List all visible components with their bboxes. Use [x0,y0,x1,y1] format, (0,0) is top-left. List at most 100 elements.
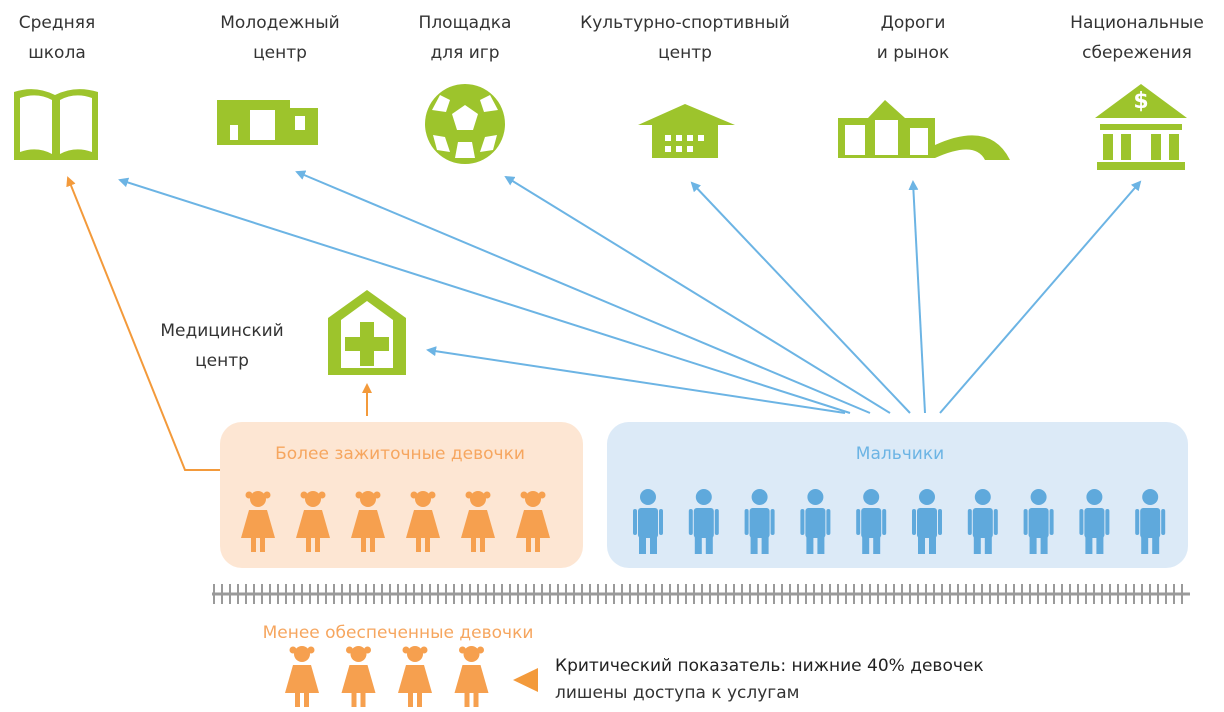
girl-icon [398,646,432,707]
leg [695,536,702,554]
leg [361,536,366,552]
head [351,646,367,662]
group-label: Мальчики [856,444,944,464]
leg [251,536,256,552]
service-label: Культурно-спортивный [580,13,790,33]
leg [762,536,769,554]
leg [526,536,531,552]
leg [471,536,476,552]
pigtail [466,492,473,499]
arm [994,509,998,535]
head [1031,489,1047,505]
body [694,508,714,538]
leg [929,536,936,554]
head [407,646,423,662]
girl-icon [342,646,376,707]
arm [856,509,860,535]
head [294,646,310,662]
arm [968,509,972,535]
leg [817,536,824,554]
leg [306,536,311,552]
body [1029,508,1049,538]
head [415,491,431,507]
leg [751,536,758,554]
pigtail [319,492,326,499]
service-label: Национальные [1070,13,1204,33]
pigtail [364,647,371,654]
service-label: центр [195,351,249,371]
head [640,489,656,505]
dress [342,665,376,693]
arm [771,509,775,535]
leg [806,536,813,554]
leg [974,536,981,554]
pigtail [521,492,528,499]
service-label: сбережения [1082,43,1192,63]
pigtail [374,492,381,499]
leg [873,536,880,554]
girl-icon [455,646,489,707]
pigtail [301,492,308,499]
arm [659,509,663,535]
head [696,489,712,505]
leg [706,536,713,554]
leg [985,536,992,554]
leg [315,536,320,552]
arm [1050,509,1054,535]
leg [639,536,646,554]
head [975,489,991,505]
svg-text:$: $ [1133,89,1148,114]
note-title: Критический показатель: нижние 40% девоч… [555,656,984,676]
pigtail [484,492,491,499]
head [525,491,541,507]
leg [1041,536,1048,554]
pigtail [346,647,353,654]
leg [352,691,357,707]
arm [1135,509,1139,535]
pigtail [477,647,484,654]
service-label: Медицинский [160,321,283,341]
pigtail [356,492,363,499]
service-label: школа [28,43,86,63]
group-label: Более зажиточные девочки [275,444,525,464]
pigtail [403,647,410,654]
leg [361,691,366,707]
dress [285,665,319,693]
body [805,508,825,538]
head [305,491,321,507]
arm [800,509,804,535]
group-label: Менее обеспеченные девочки [263,623,534,643]
leg [408,691,413,707]
leg [1030,536,1037,554]
leg [465,691,470,707]
pointer [513,668,538,692]
head [807,489,823,505]
arm [1079,509,1083,535]
railway [212,584,1190,604]
leg [1096,536,1103,554]
arm [633,509,637,535]
leg [1152,536,1159,554]
leg [918,536,925,554]
head [360,491,376,507]
leg [480,536,485,552]
service-label: центр [253,43,307,63]
service-label: центр [658,43,712,63]
pigtail [459,647,466,654]
service-label: Молодежный [220,13,339,33]
dress [398,665,432,693]
leg [650,536,657,554]
arm [715,509,719,535]
arm [689,509,693,535]
pigtail [421,647,428,654]
body [861,508,881,538]
arm [1161,509,1165,535]
pigtail [290,647,297,654]
dress [455,665,489,693]
service-label: для игр [430,43,499,63]
body [973,508,993,538]
head [863,489,879,505]
arm [1024,509,1028,535]
leg [304,691,309,707]
diagram: Более зажиточные девочки Мальчики Менее … [0,0,1224,712]
